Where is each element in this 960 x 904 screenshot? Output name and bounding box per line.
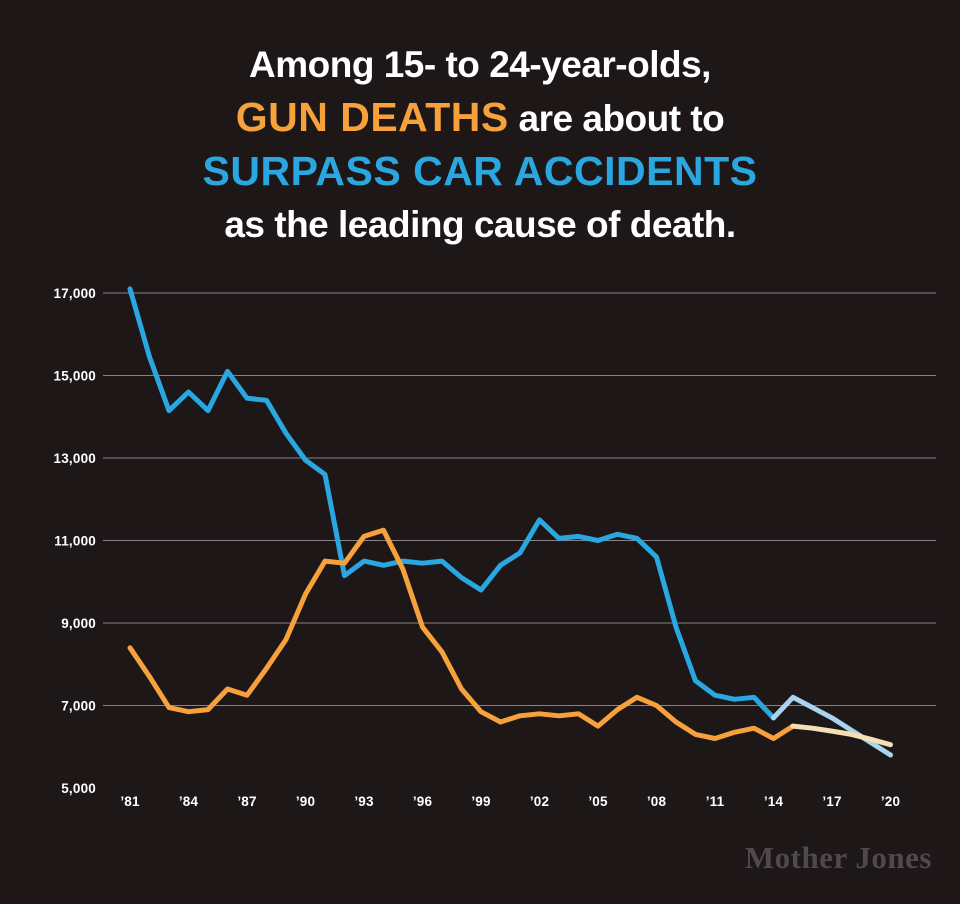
title-line-2-rest: are about to — [508, 98, 725, 139]
y-axis-label: 11,000 — [54, 534, 96, 549]
x-axis-label: ’02 — [530, 794, 549, 809]
y-axis-label: 13,000 — [54, 451, 97, 466]
title-line-3-car-accidents-highlight: SURPASS CAR ACCIDENTS — [202, 148, 758, 194]
chart-area: 17,000 15,000 13,000 11,000 9,000 7,000 5,000 ’… — [0, 268, 960, 828]
gun-deaths-highlight: GUN DEATHS — [235, 94, 509, 140]
x-axis-label: ’90 — [296, 794, 315, 809]
x-axis-label: ’93 — [354, 794, 374, 809]
x-axis-label: ’84 — [179, 794, 199, 809]
series-line-gun-deaths — [127, 527, 796, 741]
title-line-1: Among 15- to 24-year-olds, — [249, 44, 711, 85]
x-axis-label: ’05 — [588, 794, 608, 809]
x-axis-label: ’17 — [822, 794, 841, 809]
series-projection-car-accidents — [771, 694, 893, 758]
y-axis-label: 5,000 — [61, 781, 96, 796]
x-axis-label: ’96 — [413, 794, 433, 809]
y-axis-label: 15,000 — [54, 369, 97, 384]
x-axis-label: ’81 — [120, 794, 140, 809]
y-axis-label: 9,000 — [61, 616, 96, 631]
title-line-4: as the leading cause of death. — [224, 204, 736, 245]
line-chart: 17,000 15,000 13,000 11,000 9,000 7,000 5,000 ’… — [54, 286, 936, 809]
y-axis-label: 7,000 — [61, 699, 96, 714]
x-axis-label: ’99 — [471, 794, 490, 809]
series-line-car-accidents — [127, 286, 776, 721]
series-projection-gun-deaths — [790, 723, 893, 748]
x-axis-label: ’08 — [647, 794, 667, 809]
x-axis-label: ’11 — [706, 794, 725, 809]
chart-title: Among 15- to 24-year-olds, GUN DEATHS ar… — [0, 38, 960, 251]
title-line-2: GUN DEATHS are about to — [0, 91, 960, 145]
y-axis-label: 17,000 — [54, 286, 97, 301]
mother-jones-logo: Mother Jones — [744, 840, 932, 875]
x-axis-label: ’20 — [881, 794, 900, 809]
x-axis-label: ’87 — [237, 794, 256, 809]
x-axis-label: ’14 — [764, 794, 784, 809]
